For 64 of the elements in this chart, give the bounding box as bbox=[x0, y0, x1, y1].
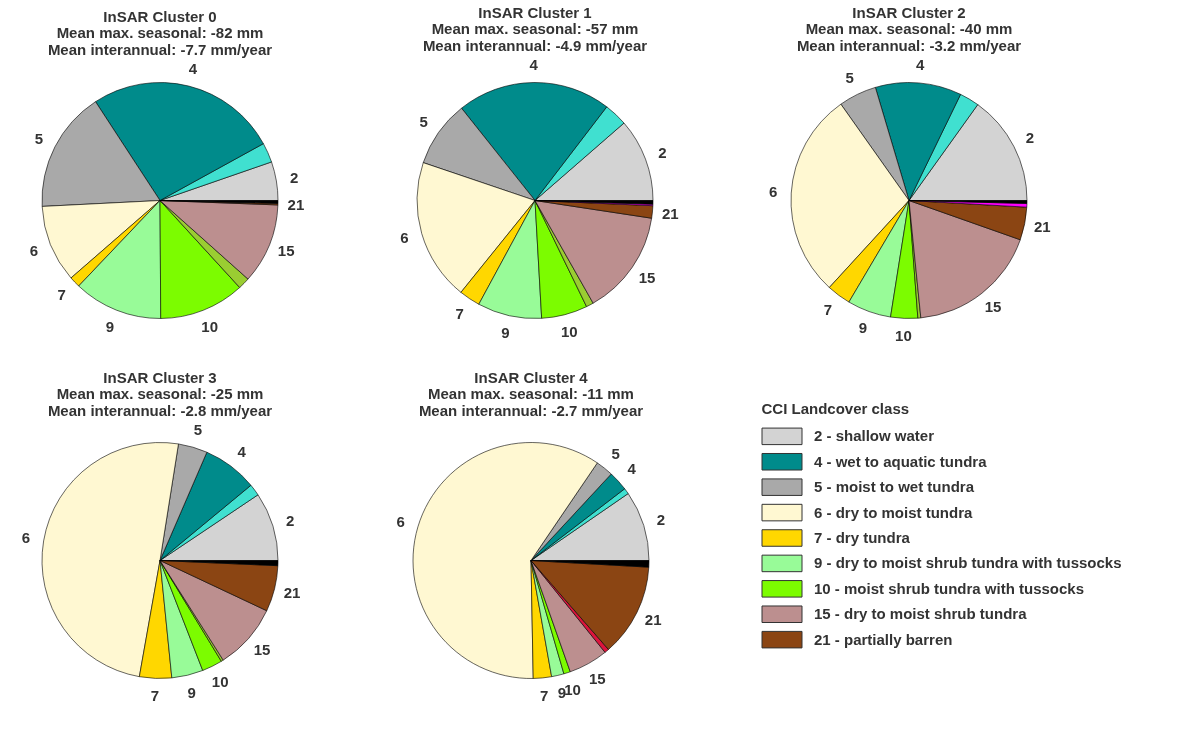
slice-label: 21 bbox=[644, 611, 662, 629]
slice-label: 6 bbox=[400, 229, 409, 247]
slice-label: 10 bbox=[560, 323, 578, 341]
slice-label: 5 bbox=[845, 69, 854, 87]
slice-label: 21 bbox=[283, 584, 301, 602]
slice-label: 15 bbox=[253, 641, 271, 659]
slice-label: 7 bbox=[540, 686, 549, 704]
slice-label: 10 bbox=[201, 318, 219, 336]
slice-label: 15 bbox=[638, 268, 656, 286]
slice-label: 5 bbox=[611, 445, 620, 463]
slice-label: 2 bbox=[1025, 129, 1035, 147]
category-label: 5 - moist to wet tundra bbox=[814, 478, 975, 496]
slice-label: 4 bbox=[529, 55, 539, 73]
slice-label: 9 bbox=[187, 683, 196, 701]
category-label: 15 - dry to moist shrub tundra bbox=[814, 605, 1028, 623]
category-label: 2 - shallow water bbox=[814, 427, 935, 445]
slice-label: 5 bbox=[419, 113, 428, 131]
slice-label: 6 bbox=[21, 528, 31, 546]
chart-subtitle: Mean max. seasonal: -25 mm Mean interannual: -2.8 mm/year bbox=[47, 384, 273, 419]
slice-label: 4 bbox=[627, 459, 637, 477]
slice-label: 7 bbox=[150, 687, 160, 705]
slice-label: 2 bbox=[658, 143, 667, 161]
slice-label: 15 bbox=[277, 242, 295, 260]
chart-subtitle: Mean max. seasonal: -40 mm Mean interannual: -3.2 mm/year bbox=[796, 19, 1022, 54]
slice-label: 9 bbox=[501, 324, 510, 342]
chart-title: InSAR Cluster 4 bbox=[474, 369, 589, 386]
chart-subtitle: Mean max. seasonal: -11 mm Mean interannual: -2.7 mm/year bbox=[418, 385, 644, 419]
slice-label: 10 bbox=[895, 327, 912, 345]
slice-label: 4 bbox=[188, 59, 198, 77]
slice-label: 7 bbox=[823, 300, 833, 318]
chart-title: InSAR Cluster 0 bbox=[103, 7, 217, 25]
category-label: 4 - wet to aquatic tundra bbox=[814, 452, 988, 470]
category-label: 9 - dry to moist shrub tundra with tussocks bbox=[814, 554, 1122, 572]
slice-label: 9 bbox=[858, 319, 868, 337]
slice-label: 5 bbox=[34, 129, 43, 147]
chart-title: InSAR Cluster 2 bbox=[852, 3, 966, 21]
chart-title: InSAR Cluster 1 bbox=[478, 3, 592, 21]
slice-label: 7 bbox=[455, 304, 464, 322]
category-label: 21 - partially barren bbox=[814, 630, 953, 648]
slice-label: 4 bbox=[915, 55, 925, 73]
slice-label: 9 bbox=[105, 317, 115, 335]
slice-label: 10 bbox=[211, 673, 229, 691]
slice-label: 6 bbox=[29, 242, 39, 260]
slice-label: 5 bbox=[193, 420, 203, 438]
slice-label: 4 bbox=[237, 442, 247, 460]
slice-label: 15 bbox=[588, 670, 606, 688]
category-label: 10 - moist shrub tundra with tussocks bbox=[814, 579, 1085, 597]
slice-label: 2 bbox=[289, 168, 299, 186]
slice-label: 10 bbox=[564, 680, 581, 698]
slice-label: 2 bbox=[285, 511, 295, 529]
chart-title: InSAR Cluster 3 bbox=[103, 368, 217, 386]
slice-label: 7 bbox=[57, 285, 66, 303]
slice-label: 21 bbox=[662, 204, 679, 222]
slice-label: 6 bbox=[396, 512, 405, 530]
slice-label: 2 bbox=[656, 511, 666, 529]
slice-label: 6 bbox=[769, 182, 778, 200]
category-label: 7 - dry tundra bbox=[814, 529, 911, 546]
chart-subtitle: Mean max. seasonal: -57 mm Mean interannual: -4.9 mm/year bbox=[422, 19, 648, 54]
text: CCI Landcover class bbox=[761, 400, 910, 417]
slice-label: 15 bbox=[984, 298, 1002, 316]
chart-subtitle: Mean max. seasonal: -82 mm Mean interannual: -7.7 mm/year bbox=[47, 23, 273, 58]
slice-label: 21 bbox=[1034, 218, 1051, 236]
slice-label: 21 bbox=[287, 195, 305, 213]
category-label: 6 - dry to moist tundra bbox=[814, 503, 973, 521]
